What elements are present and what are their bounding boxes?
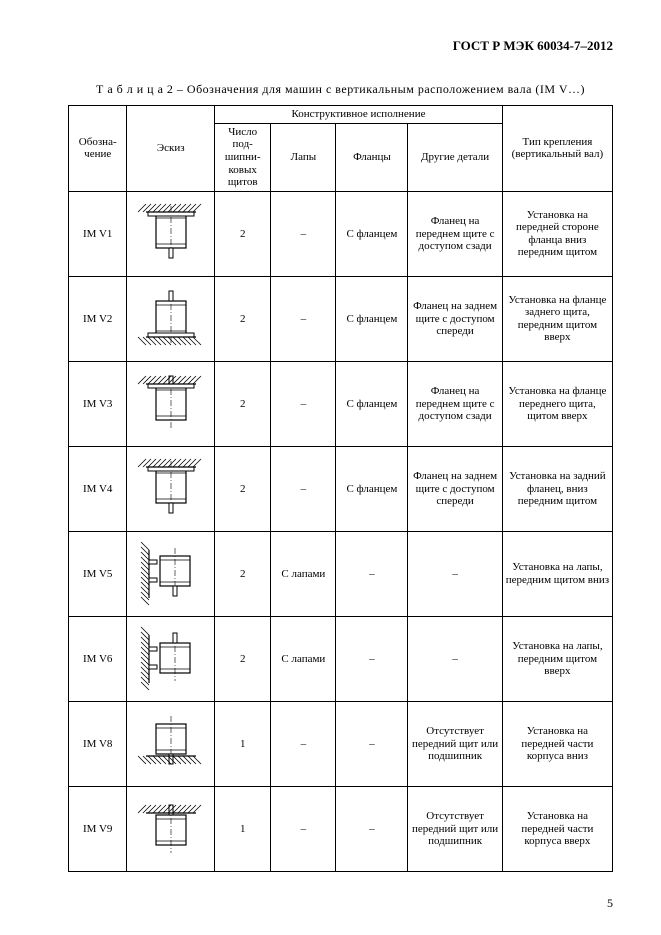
cell-flanges: – <box>336 786 408 871</box>
cell-code: IM V3 <box>69 361 127 446</box>
cell-code: IM V9 <box>69 786 127 871</box>
cell-code: IM V1 <box>69 191 127 276</box>
table-row: IM V4 2–С фланцемФланец на заднем щите с … <box>69 446 613 531</box>
cell-code: IM V2 <box>69 276 127 361</box>
table-row: IM V1 2–С фланцемФланец на переднем щите … <box>69 191 613 276</box>
cell-feet: – <box>271 191 336 276</box>
table-row: IM V52С лапами––Установка на лапы, перед… <box>69 531 613 616</box>
cell-other: Фланец на переднем щите с доступом сзади <box>408 361 502 446</box>
cell-shields: 2 <box>215 361 271 446</box>
cell-sketch <box>127 361 215 446</box>
cell-sketch <box>127 446 215 531</box>
cell-feet: – <box>271 786 336 871</box>
cell-sketch <box>127 276 215 361</box>
cell-mount: Установка на лапы, передним щитом вверх <box>502 616 612 701</box>
table-row: IM V9 1––Отсутствует передний щит или под… <box>69 786 613 871</box>
cell-sketch <box>127 531 215 616</box>
cell-mount: Установка на передней части корпуса ввер… <box>502 786 612 871</box>
cell-feet: С лапами <box>271 616 336 701</box>
table-row: IM V3 2–С фланцемФланец на переднем щите … <box>69 361 613 446</box>
cell-code: IM V5 <box>69 531 127 616</box>
cell-flanges: – <box>336 701 408 786</box>
cell-other: – <box>408 531 502 616</box>
designation-table: Обозна-чение Эскиз Конструктивное исполн… <box>68 105 613 872</box>
cell-flanges: С фланцем <box>336 276 408 361</box>
cell-feet: – <box>271 361 336 446</box>
cell-flanges: – <box>336 616 408 701</box>
cell-sketch <box>127 616 215 701</box>
cell-mount: Установка на фланце переднего щита, щито… <box>502 361 612 446</box>
table-row: IM V62С лапами––Установка на лапы, перед… <box>69 616 613 701</box>
col-header-shields: Число под-шипни-ковых щитов <box>215 123 271 191</box>
cell-shields: 2 <box>215 531 271 616</box>
cell-shields: 2 <box>215 616 271 701</box>
cell-code: IM V8 <box>69 701 127 786</box>
cell-mount: Установка на передней части корпуса вниз <box>502 701 612 786</box>
cell-feet: – <box>271 276 336 361</box>
table-body: IM V12–С фланцемФланец на переднем щите … <box>69 191 613 871</box>
page: ГОСТ Р МЭК 60034-7–2012 Т а б л и ц а 2 … <box>0 0 661 935</box>
cell-mount: Установка на фланце заднего щита, передн… <box>502 276 612 361</box>
cell-shields: 2 <box>215 191 271 276</box>
cell-other: Фланец на заднем щите с доступом спереди <box>408 446 502 531</box>
cell-code: IM V6 <box>69 616 127 701</box>
cell-shields: 1 <box>215 786 271 871</box>
col-header-other: Другие детали <box>408 123 502 191</box>
cell-sketch <box>127 701 215 786</box>
cell-other: – <box>408 616 502 701</box>
cell-feet: – <box>271 701 336 786</box>
cell-other: Фланец на переднем щите с доступом сзади <box>408 191 502 276</box>
table-head: Обозна-чение Эскиз Конструктивное исполн… <box>69 106 613 192</box>
col-header-mount: Тип крепления (вертикальный вал) <box>502 106 612 192</box>
table-caption: Т а б л и ц а 2 – Обозначения для машин … <box>68 82 613 97</box>
cell-feet: – <box>271 446 336 531</box>
cell-feet: С лапами <box>271 531 336 616</box>
col-header-sketch: Эскиз <box>127 106 215 192</box>
cell-sketch <box>127 191 215 276</box>
col-header-code: Обозна-чение <box>69 106 127 192</box>
cell-mount: Установка на задний фланец, вниз передни… <box>502 446 612 531</box>
cell-sketch <box>127 786 215 871</box>
table-row: IM V2 2–С фланцемФланец на заднем щите с … <box>69 276 613 361</box>
cell-other: Отсутствует передний щит или подшипник <box>408 786 502 871</box>
cell-flanges: С фланцем <box>336 191 408 276</box>
cell-shields: 2 <box>215 446 271 531</box>
document-standard-header: ГОСТ Р МЭК 60034-7–2012 <box>68 38 613 54</box>
cell-shields: 1 <box>215 701 271 786</box>
col-header-group: Конструктивное исполнение <box>215 106 503 124</box>
cell-mount: Установка на передней стороне фланца вни… <box>502 191 612 276</box>
cell-code: IM V4 <box>69 446 127 531</box>
page-number: 5 <box>607 896 613 911</box>
cell-mount: Установка на лапы, передним щитом вниз <box>502 531 612 616</box>
table-row: IM V8 1––Отсутствует передний щит или под… <box>69 701 613 786</box>
cell-flanges: С фланцем <box>336 446 408 531</box>
cell-other: Отсутствует передний щит или подшипник <box>408 701 502 786</box>
col-header-feet: Лапы <box>271 123 336 191</box>
cell-flanges: С фланцем <box>336 361 408 446</box>
cell-shields: 2 <box>215 276 271 361</box>
cell-other: Фланец на заднем щите с доступом спереди <box>408 276 502 361</box>
col-header-flanges: Фланцы <box>336 123 408 191</box>
cell-flanges: – <box>336 531 408 616</box>
